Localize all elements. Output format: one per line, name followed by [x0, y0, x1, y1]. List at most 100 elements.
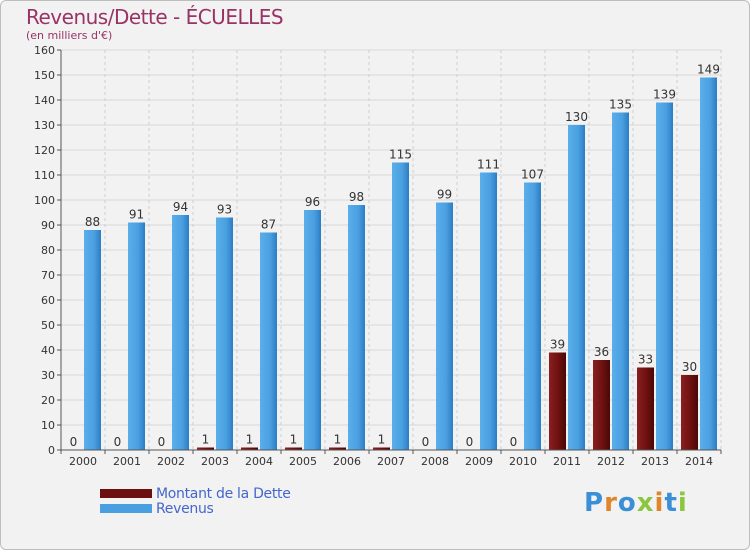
chart-title: Revenus/Dette - ÉCUELLES	[26, 5, 284, 29]
bar-revenus-2007	[392, 162, 409, 450]
x-tick-label: 2000	[69, 455, 97, 468]
label-dette-2013: 33	[638, 353, 653, 367]
y-tick-label: 160	[34, 44, 55, 57]
label-revenus-2008: 99	[437, 188, 452, 202]
label-revenus-2014: 149	[697, 63, 720, 77]
y-tick-label: 10	[41, 419, 55, 432]
bar-revenus-2011	[568, 125, 585, 450]
y-tick-label: 150	[34, 69, 55, 82]
label-revenus-2011: 130	[565, 110, 588, 124]
data-labels: 0 88 0 91 0 94 1 93 1 87 1 96 1 98 1 115 0 99 0 111 0 107 39 13…	[70, 63, 720, 450]
y-tick-label: 20	[41, 394, 55, 407]
label-revenus-2003: 93	[217, 203, 232, 217]
x-tick-label: 2002	[157, 455, 185, 468]
label-revenus-2004: 87	[261, 218, 276, 232]
bar-revenus-2001	[128, 222, 145, 450]
y-tick-label: 110	[34, 169, 55, 182]
x-tick-label: 2005	[289, 455, 317, 468]
label-dette-2005: 1	[290, 433, 298, 447]
label-dette-2008: 0	[422, 435, 430, 449]
x-tick-label: 2011	[553, 455, 581, 468]
bar-dette-2012	[593, 360, 610, 450]
label-revenus-2012: 135	[609, 98, 632, 112]
legend: Montant de la Dette Revenus	[100, 485, 291, 517]
label-dette-2009: 0	[466, 435, 474, 449]
bar-revenus-2014	[700, 77, 717, 450]
label-dette-2004: 1	[246, 433, 254, 447]
y-tick-label: 130	[34, 119, 55, 132]
bar-revenus-2005	[304, 210, 321, 450]
label-dette-2000: 0	[70, 435, 78, 449]
bar-revenus-2000	[84, 230, 101, 450]
label-dette-2010: 0	[510, 435, 518, 449]
x-tick-label: 2004	[245, 455, 273, 468]
x-tick-label: 2014	[685, 455, 713, 468]
axes: 0102030405060708090100110120130140150160…	[34, 44, 722, 468]
label-revenus-2006: 98	[349, 190, 364, 204]
y-tick-label: 40	[41, 344, 55, 357]
label-dette-2002: 0	[158, 435, 166, 449]
logo-letter: i	[677, 488, 688, 518]
bars	[84, 77, 717, 450]
x-tick-label: 2007	[377, 455, 405, 468]
label-dette-2003: 1	[202, 433, 210, 447]
y-tick-label: 80	[41, 244, 55, 257]
bar-revenus-2010	[524, 182, 541, 450]
label-dette-2011: 39	[550, 338, 565, 352]
proxiti-logo: Proxiti	[584, 488, 688, 518]
legend-item-revenus: Revenus	[100, 500, 291, 517]
bar-revenus-2013	[656, 102, 673, 450]
label-revenus-2010: 107	[521, 168, 544, 182]
label-revenus-2005: 96	[305, 195, 320, 209]
logo-letter: x	[636, 488, 655, 518]
legend-label-revenus: Revenus	[156, 500, 214, 517]
bar-dette-2011	[549, 352, 566, 450]
bar-revenus-2002	[172, 215, 189, 450]
label-revenus-2009: 111	[477, 158, 500, 172]
logo-letter: r	[604, 488, 618, 518]
y-tick-label: 0	[48, 444, 55, 457]
label-dette-2012: 36	[594, 345, 609, 359]
bar-dette-2004	[241, 447, 258, 450]
legend-label-dette: Montant de la Dette	[156, 485, 291, 502]
y-tick-label: 50	[41, 319, 55, 332]
bar-dette-2014	[681, 375, 698, 450]
chart-subtitle: (en milliers d'€)	[26, 29, 113, 42]
x-tick-label: 2012	[597, 455, 625, 468]
label-revenus-2001: 91	[129, 208, 144, 222]
label-dette-2007: 1	[378, 433, 386, 447]
label-revenus-2000: 88	[85, 215, 100, 229]
y-tick-label: 140	[34, 94, 55, 107]
bar-dette-2007	[373, 447, 390, 450]
x-tick-label: 2009	[465, 455, 493, 468]
label-revenus-2013: 139	[653, 88, 676, 102]
bar-revenus-2006	[348, 205, 365, 450]
bar-revenus-2009	[480, 172, 497, 450]
legend-swatch-dette	[100, 489, 152, 498]
x-tick-label: 2008	[421, 455, 449, 468]
label-dette-2001: 0	[114, 435, 122, 449]
legend-swatch-revenus	[100, 504, 152, 513]
logo-letter: P	[584, 488, 605, 518]
x-tick-label: 2010	[509, 455, 537, 468]
bar-dette-2013	[637, 367, 654, 450]
legend-item-dette: Montant de la Dette	[100, 485, 291, 502]
y-tick-label: 60	[41, 294, 55, 307]
y-tick-label: 120	[34, 144, 55, 157]
bar-revenus-2012	[612, 112, 629, 450]
x-tick-label: 2006	[333, 455, 361, 468]
bar-dette-2006	[329, 447, 346, 450]
y-tick-label: 70	[41, 269, 55, 282]
y-tick-label: 90	[41, 219, 55, 232]
bar-dette-2005	[285, 447, 302, 450]
label-dette-2014: 30	[682, 360, 697, 374]
logo-letter: i	[654, 488, 665, 518]
bar-revenus-2008	[436, 202, 453, 450]
label-revenus-2002: 94	[173, 200, 188, 214]
label-dette-2006: 1	[334, 433, 342, 447]
bar-revenus-2003	[216, 217, 233, 450]
label-revenus-2007: 115	[389, 148, 412, 162]
logo-letter: t	[664, 488, 678, 518]
y-tick-label: 100	[34, 194, 55, 207]
